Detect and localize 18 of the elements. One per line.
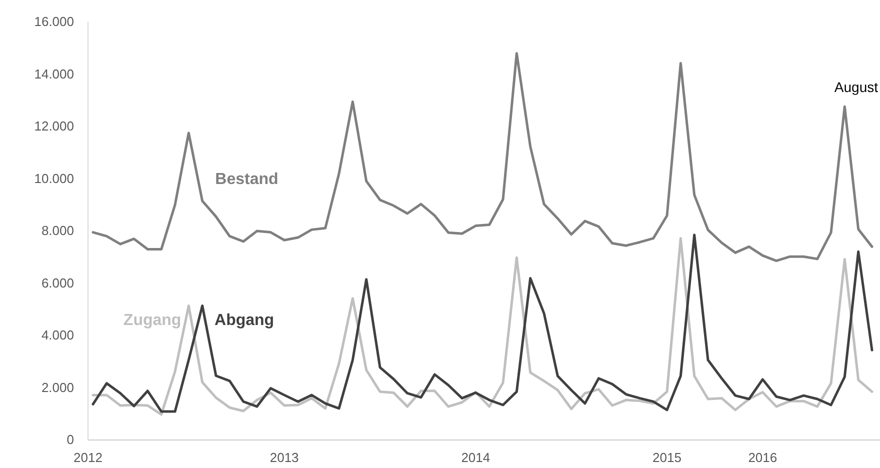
y-tick-label: 16.000: [34, 14, 74, 29]
x-tick-label: 2012: [74, 450, 102, 465]
y-tick-label: 2.000: [41, 380, 74, 395]
annotation: August: [834, 79, 878, 95]
y-tick-label: 0: [66, 432, 74, 447]
y-tick-label: 6.000: [41, 275, 74, 290]
series-label: Abgang: [214, 312, 274, 329]
y-tick-label: 14.000: [34, 66, 74, 82]
x-tick-label: 2013: [270, 450, 299, 465]
y-tick-label: 12.000: [34, 118, 74, 134]
x-tick-label: 2015: [652, 450, 682, 465]
series-label: Zugang: [123, 312, 182, 329]
series-label: Bestand: [215, 170, 278, 188]
x-tick-label: 2014: [461, 450, 490, 465]
y-tick-label: 10.000: [34, 170, 74, 186]
y-tick-label: 8.000: [41, 223, 74, 238]
y-tick-label: 4.000: [41, 328, 74, 342]
x-tick-label: 2016: [748, 450, 778, 465]
